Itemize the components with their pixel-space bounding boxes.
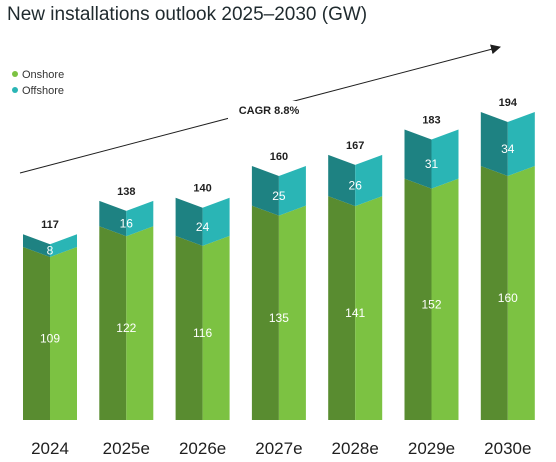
offshore-bar (202, 197, 230, 246)
annotation-background (228, 101, 310, 119)
offshore-bar (278, 165, 306, 216)
category-label: 2025e (103, 439, 150, 458)
onshore-bar-left-face (175, 235, 203, 420)
onshore-bar-left-face (99, 226, 127, 420)
offshore-value-label: 24 (196, 220, 210, 234)
onshore-bar-left-face (328, 196, 356, 420)
total-value-label: 194 (499, 97, 518, 109)
category-label: 2024 (31, 439, 69, 458)
offshore-bar-left-face (23, 234, 50, 257)
onshore-bar (507, 165, 535, 420)
legend: Onshore Offshore (12, 69, 64, 97)
onshore-value-label: 160 (498, 291, 518, 305)
offshore-bar (507, 112, 535, 176)
onshore-value-label: 152 (421, 297, 441, 311)
offshore-value-label: 8 (47, 244, 54, 258)
offshore-bar (355, 154, 383, 207)
onshore-value-label: 141 (345, 306, 365, 320)
offshore-bar (50, 234, 77, 257)
total-value-label: 160 (270, 151, 288, 163)
onshore-bar (431, 178, 459, 420)
offshore-bar (431, 129, 459, 189)
chart-title: New installations outlook 2025–2030 (GW) (7, 4, 368, 25)
onshore-bar (202, 235, 230, 420)
onshore-bar-left-face (251, 205, 279, 420)
trend-arrow-group: CAGR 8.8% (19, 44, 501, 174)
offshore-value-label: 34 (501, 142, 515, 156)
offshore-value-label: 31 (425, 157, 439, 171)
onshore-bar-left-face (404, 178, 432, 420)
total-value-label: 138 (117, 186, 135, 198)
offshore-value-label: 25 (272, 189, 286, 203)
offshore-bar-left-face (175, 197, 203, 246)
offshore-bar (126, 200, 154, 237)
bars: 109 8 117 2024 122 16 138 2025e 116 24 140 2026e 135… (23, 97, 535, 458)
category-label: 2027e (255, 439, 302, 458)
onshore-value-label: 122 (116, 321, 136, 335)
onshore-bar (126, 226, 154, 420)
offshore-value-label: 16 (120, 217, 134, 231)
onshore-bar-left-face (23, 246, 50, 420)
offshore-bar-left-face (99, 200, 127, 237)
onshore-bar (355, 196, 383, 420)
offshore-bar-left-face (328, 154, 356, 207)
onshore-value-label: 116 (193, 326, 212, 340)
onshore-bar (278, 205, 306, 420)
offshore-bar-left-face (404, 129, 432, 189)
total-value-label: 183 (422, 114, 440, 126)
category-label: 2026e (179, 439, 226, 458)
category-label: 2029e (408, 439, 455, 458)
legend-marker (12, 87, 18, 93)
onshore-bar-left-face (480, 165, 508, 420)
legend-entry: Offshore (22, 85, 64, 97)
legend-marker (12, 71, 18, 77)
category-label: 2028e (332, 439, 379, 458)
total-value-label: 117 (41, 219, 59, 231)
total-value-label: 167 (346, 140, 364, 152)
category-label: 2030e (484, 439, 531, 458)
offshore-bar-left-face (251, 165, 279, 216)
onshore-value-label: 109 (40, 331, 60, 345)
total-value-label: 140 (193, 183, 211, 195)
annotation-cagr: CAGR 8.8% (239, 105, 300, 117)
onshore-value-label: 135 (269, 311, 289, 325)
offshore-bar-left-face (480, 112, 508, 176)
offshore-value-label: 26 (349, 179, 363, 193)
legend-entry: Onshore (22, 69, 64, 81)
onshore-bar (50, 246, 77, 420)
